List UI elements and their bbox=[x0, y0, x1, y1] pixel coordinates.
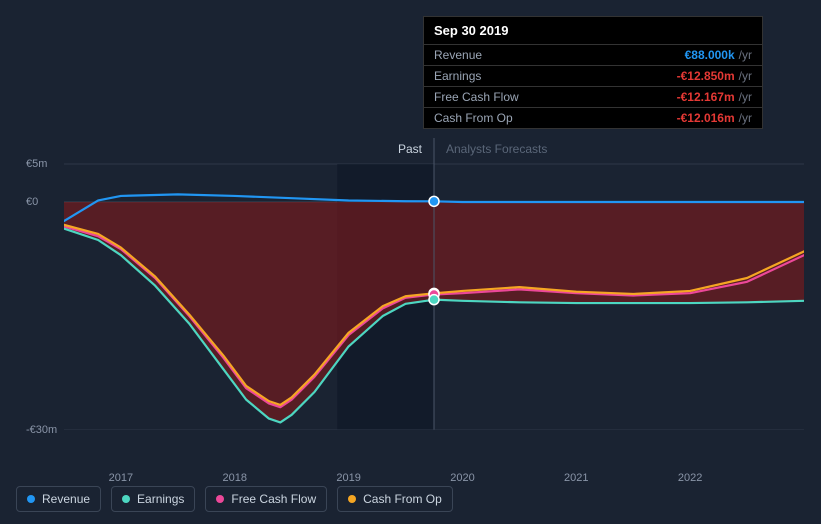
chart-container: Sep 30 2019 Revenue€88.000k/yrEarnings-€… bbox=[0, 0, 821, 524]
tooltip-unit: /yr bbox=[739, 111, 752, 125]
y-tick-label: €5m bbox=[26, 158, 47, 170]
x-tick-label: 2020 bbox=[450, 472, 474, 484]
tooltip-label: Cash From Op bbox=[434, 111, 677, 125]
tooltip-value: -€12.850m bbox=[677, 69, 735, 83]
x-tick-label: 2018 bbox=[223, 472, 247, 484]
tooltip-date: Sep 30 2019 bbox=[424, 17, 762, 44]
legend-item-fcf[interactable]: Free Cash Flow bbox=[205, 486, 327, 512]
legend-dot-icon bbox=[348, 495, 356, 503]
legend-dot-icon bbox=[216, 495, 224, 503]
tooltip-unit: /yr bbox=[739, 48, 752, 62]
legend-item-earnings[interactable]: Earnings bbox=[111, 486, 195, 512]
legend-label: Cash From Op bbox=[363, 492, 442, 506]
legend-item-revenue[interactable]: Revenue bbox=[16, 486, 101, 512]
tooltip-value: -€12.016m bbox=[677, 111, 735, 125]
tooltip-row: Cash From Op-€12.016m/yr bbox=[424, 107, 762, 128]
tooltip-unit: /yr bbox=[739, 69, 752, 83]
tooltip-label: Revenue bbox=[434, 48, 685, 62]
legend-label: Earnings bbox=[137, 492, 184, 506]
y-tick-label: -€30m bbox=[26, 424, 57, 436]
legend: Revenue Earnings Free Cash Flow Cash From O… bbox=[16, 486, 453, 512]
tooltip-label: Free Cash Flow bbox=[434, 90, 677, 104]
legend-label: Free Cash Flow bbox=[231, 492, 316, 506]
hover-tooltip: Sep 30 2019 Revenue€88.000k/yrEarnings-€… bbox=[423, 16, 763, 129]
tooltip-label: Earnings bbox=[434, 69, 677, 83]
x-tick-label: 2017 bbox=[109, 472, 133, 484]
chart-area: Past Analysts Forecasts €5m€0-€30m 20172… bbox=[16, 120, 805, 464]
x-tick-label: 2021 bbox=[564, 472, 588, 484]
tooltip-row: Revenue€88.000k/yr bbox=[424, 44, 762, 65]
tooltip-value: -€12.167m bbox=[677, 90, 735, 104]
legend-dot-icon bbox=[27, 495, 35, 503]
x-tick-label: 2022 bbox=[678, 472, 702, 484]
legend-label: Revenue bbox=[42, 492, 90, 506]
x-tick-label: 2019 bbox=[336, 472, 360, 484]
legend-item-cfo[interactable]: Cash From Op bbox=[337, 486, 453, 512]
tooltip-row: Free Cash Flow-€12.167m/yr bbox=[424, 86, 762, 107]
tooltip-row: Earnings-€12.850m/yr bbox=[424, 65, 762, 86]
tooltip-value: €88.000k bbox=[685, 48, 735, 62]
chart-svg[interactable] bbox=[64, 120, 804, 430]
y-tick-label: €0 bbox=[26, 196, 38, 208]
legend-dot-icon bbox=[122, 495, 130, 503]
tooltip-unit: /yr bbox=[739, 90, 752, 104]
